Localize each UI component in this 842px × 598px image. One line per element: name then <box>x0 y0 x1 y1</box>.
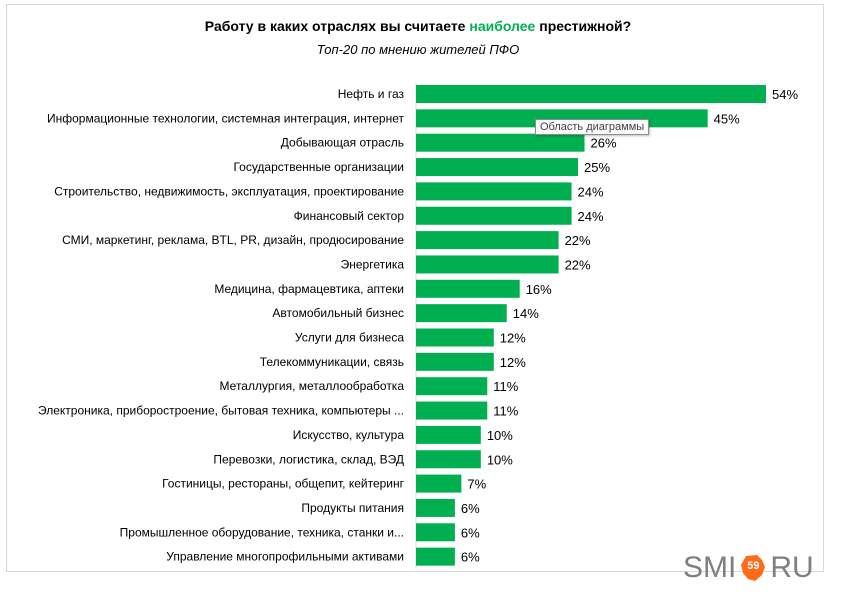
data-label: 22% <box>565 233 591 248</box>
bar[interactable] <box>416 401 488 420</box>
category-label: Искусство, культура <box>293 428 405 442</box>
data-label: 7% <box>467 477 486 492</box>
bar[interactable] <box>416 304 507 323</box>
data-label: 10% <box>487 428 513 443</box>
category-label: Нефть и газ <box>338 87 405 101</box>
bar[interactable] <box>416 133 585 152</box>
data-label: 11% <box>493 379 518 394</box>
chart-title: Работу в каких отраслях вы считаете наиб… <box>0 18 836 34</box>
category-label: Услуги для бизнеса <box>295 331 404 345</box>
data-label: 25% <box>584 160 610 175</box>
logo-badge-icon: 59 <box>740 554 766 582</box>
category-label: Промышленное оборудование, техника, стан… <box>120 525 404 539</box>
data-label: 6% <box>461 550 480 565</box>
category-label: Телекоммуникации, связь <box>260 355 404 369</box>
category-label: Автомобильный бизнес <box>272 306 404 320</box>
data-label: 12% <box>500 331 526 346</box>
category-label: Управление многопрофильными активами <box>166 550 404 564</box>
category-label: Продукты питания <box>301 501 404 515</box>
bar[interactable] <box>416 85 766 103</box>
data-label: 22% <box>565 257 591 272</box>
data-label: 54% <box>772 87 798 102</box>
data-label: 16% <box>526 282 552 297</box>
bar[interactable] <box>416 158 579 177</box>
data-label: 14% <box>513 306 539 321</box>
chart-title-highlight: наиболее <box>469 18 536 34</box>
category-label: Добывающая отрасль <box>281 136 404 150</box>
category-label: Энергетика <box>341 257 405 271</box>
bar[interactable] <box>416 182 572 201</box>
data-label: 24% <box>578 184 604 199</box>
data-label: 6% <box>461 501 480 516</box>
category-label: Государственные организации <box>233 160 404 174</box>
bar[interactable] <box>416 498 455 517</box>
bar[interactable] <box>416 328 494 347</box>
data-label: 45% <box>714 111 740 126</box>
category-label: Финансовый сектор <box>294 209 405 223</box>
smi-logo: SMI 59 RU <box>683 548 814 588</box>
chart-area-tooltip: Область диаграммы <box>535 119 650 135</box>
bar[interactable] <box>416 425 481 444</box>
chart-title-part1: Работу в каких отраслях вы считаете <box>204 18 470 34</box>
logo-text-right: RU <box>770 551 814 584</box>
category-label: Перевозки, логистика, склад, ВЭД <box>213 452 404 466</box>
data-label: 26% <box>591 136 617 151</box>
logo-badge-number: 59 <box>747 560 760 572</box>
bar[interactable] <box>416 352 494 371</box>
data-label: 10% <box>487 452 513 467</box>
chart-title-part2: престижной? <box>535 18 632 34</box>
bar[interactable] <box>416 450 481 469</box>
category-label: Информационные технологии, системная инт… <box>47 111 404 125</box>
bar[interactable] <box>416 279 520 298</box>
category-label: СМИ, маркетинг, реклама, BTL, PR, дизайн… <box>62 233 404 247</box>
bar[interactable] <box>416 547 455 566</box>
category-label: Электроника, приборостроение, бытовая те… <box>38 404 404 418</box>
data-label: 12% <box>500 355 526 370</box>
chart-area[interactable] <box>6 4 824 572</box>
bar[interactable] <box>416 231 559 250</box>
bar[interactable] <box>416 474 462 493</box>
chart-subtitle: Топ-20 по мнению жителей ПФО <box>316 42 520 57</box>
bar[interactable] <box>416 206 572 225</box>
bar[interactable] <box>416 255 559 274</box>
logo-text-left: SMI <box>683 551 737 584</box>
bar[interactable] <box>416 523 455 542</box>
bar[interactable] <box>416 377 488 396</box>
category-label: Медицина, фармацевтика, аптеки <box>214 282 404 296</box>
data-label: 6% <box>461 525 480 540</box>
category-label: Строительство, недвижимость, эксплуатаци… <box>54 184 404 198</box>
category-label: Металлургия, металлообработка <box>220 379 405 393</box>
category-label: Гостиницы, рестораны, общепит, кейтеринг <box>162 477 405 491</box>
data-label: 11% <box>493 404 518 419</box>
data-label: 24% <box>578 209 604 224</box>
